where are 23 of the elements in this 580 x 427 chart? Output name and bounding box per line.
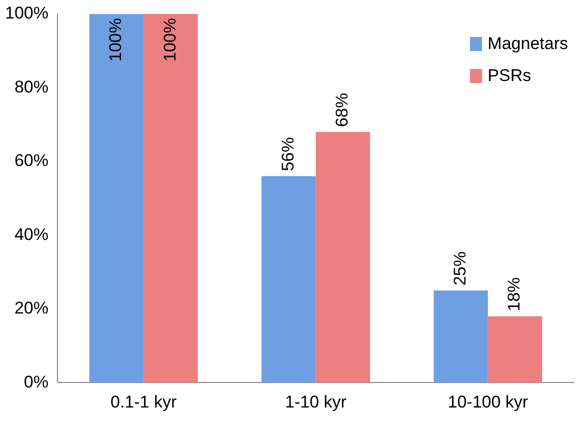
y-tick-label: 100% bbox=[4, 4, 48, 23]
x-tick-label: 1-10 kyr bbox=[285, 392, 347, 412]
y-tick-label: 60% bbox=[14, 151, 48, 170]
bar bbox=[89, 14, 144, 383]
data-label: 100% bbox=[106, 18, 126, 62]
bar bbox=[434, 290, 488, 383]
data-label: 100% bbox=[160, 18, 180, 62]
data-label: 68% bbox=[332, 92, 352, 127]
bar bbox=[262, 176, 316, 383]
data-label: 56% bbox=[278, 137, 298, 172]
bar bbox=[488, 316, 542, 383]
bar bbox=[316, 132, 370, 383]
x-tick-label: 10-100 kyr bbox=[448, 392, 528, 412]
data-label: 18% bbox=[504, 277, 524, 312]
legend-label: PSRs bbox=[488, 65, 532, 87]
y-tick-label: 20% bbox=[14, 298, 48, 318]
y-tick-label: 80% bbox=[14, 77, 48, 96]
y-tick-label: 40% bbox=[14, 224, 48, 244]
y-tick-label: 0% bbox=[24, 372, 48, 392]
bar bbox=[144, 14, 198, 383]
data-label: 25% bbox=[450, 251, 470, 286]
x-tick-label: 0.1-1 kyr bbox=[110, 392, 177, 412]
legend-label: Magnetars bbox=[488, 33, 568, 55]
